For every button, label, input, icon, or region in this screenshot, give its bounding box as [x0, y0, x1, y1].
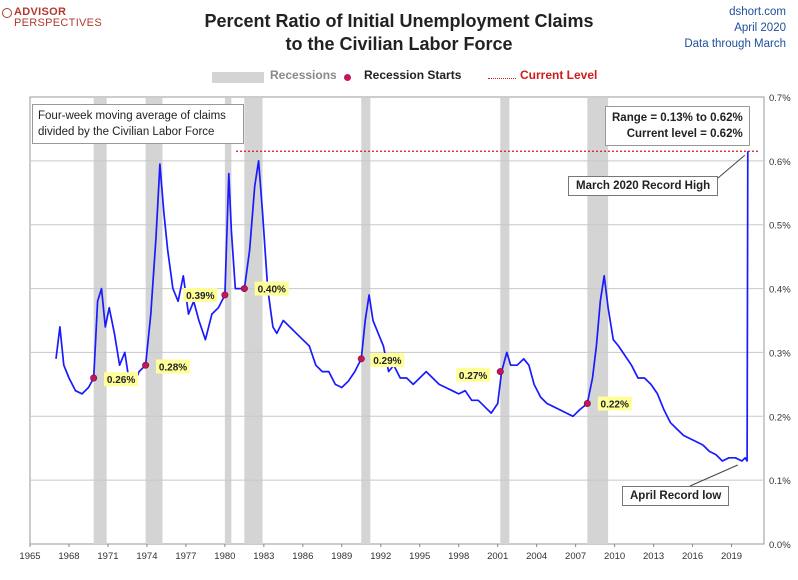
- y-tick-label-3: 0.3%: [769, 348, 791, 359]
- series-line-claims-ratio: [55, 151, 749, 462]
- source-site: dshort.com: [729, 6, 786, 18]
- recession-start-label-bg-0: [104, 372, 139, 387]
- recession-start-label-4: 0.29%: [373, 356, 401, 367]
- recession-start-label-bg-6: [597, 396, 632, 411]
- x-tick-label-14: 2007: [565, 551, 586, 562]
- x-tick-label-6: 1983: [253, 551, 274, 562]
- recession-start-label-bg-5: [456, 367, 491, 382]
- note-line-2: divided by the Civilian Labor Force: [38, 126, 215, 138]
- y-tick-label-4: 0.4%: [769, 285, 791, 296]
- x-tick-label-7: 1986: [292, 551, 313, 562]
- x-tick-label-8: 1989: [331, 551, 352, 562]
- recession-band-2: [224, 98, 232, 544]
- recession-start-label-1: 0.28%: [159, 362, 187, 373]
- plot-area: [29, 96, 765, 545]
- recession-start-marker-2: [221, 291, 229, 299]
- range-line-2: Current level = 0.62%: [626, 128, 743, 140]
- recession-start-label-5: 0.27%: [459, 371, 487, 382]
- y-tick-label-5: 0.5%: [769, 221, 791, 232]
- recession-band-6: [587, 98, 609, 544]
- x-tick-label-13: 2004: [526, 551, 547, 562]
- x-tick-label-18: 2019: [721, 551, 742, 562]
- legend-recession-swatch: [212, 72, 264, 83]
- x-tick-label-16: 2013: [643, 551, 664, 562]
- chart-title-line1: Percent Ratio of Initial Unemployment Cl…: [204, 11, 594, 31]
- range-line-1: Range = 0.13% to 0.62%: [612, 112, 743, 124]
- gridlines: [30, 160, 764, 481]
- y-tick-label-6: 0.6%: [769, 157, 791, 168]
- x-tick-label-12: 2001: [487, 551, 508, 562]
- recession-start-label-2: 0.39%: [186, 291, 214, 302]
- recession-start-label-6: 0.22%: [601, 400, 629, 411]
- x-tick-label-3: 1974: [136, 551, 157, 562]
- recession-start-marker-3: [240, 285, 248, 293]
- chart-note-box: Four-week moving average of claims divid…: [32, 104, 244, 144]
- x-tick-label-4: 1977: [175, 551, 196, 562]
- recession-start-label-0: 0.26%: [107, 375, 135, 386]
- logo-text-top: ADVISOR: [14, 6, 67, 18]
- record-high-arrow: [717, 154, 746, 179]
- recession-start-marker-4: [357, 355, 365, 363]
- y-tick-label-0: 0.0%: [769, 540, 791, 551]
- recession-start-label-3: 0.40%: [258, 285, 286, 296]
- range-box: Range = 0.13% to 0.62% Current level = 0…: [605, 106, 750, 146]
- record-low-arrow: [689, 464, 738, 487]
- recession-start-marker-6: [583, 400, 591, 408]
- recession-start-markers: 0.26% 0.28% 0.39% 0.40% 0.29% 0.27% 0.22%: [90, 281, 632, 411]
- x-tick-label-5: 1980: [214, 551, 235, 562]
- y-tick-label-7: 0.7%: [769, 93, 791, 104]
- recession-start-label-bg-2: [183, 287, 218, 302]
- advisor-perspectives-logo-icon: [2, 8, 12, 18]
- recession-start-label-bg-3: [254, 281, 289, 296]
- y-tick-label-1: 0.1%: [769, 476, 791, 487]
- legend-recession-start-marker: [344, 74, 351, 81]
- recession-start-label-bg-1: [156, 359, 191, 374]
- x-tick-label-0: 1965: [19, 551, 40, 562]
- x-tick-label-1: 1968: [58, 551, 79, 562]
- axis-ticks: 0.0% 0.1% 0.2% 0.3% 0.4% 0.5% 0.6% 0.7% 1965 1968…: [19, 93, 791, 562]
- recession-band-5: [500, 98, 510, 544]
- recession-start-marker-0: [90, 374, 98, 382]
- x-tick-label-11: 1998: [448, 551, 469, 562]
- x-tick-label-2: 1971: [97, 551, 118, 562]
- legend-recession-starts-label: Recession Starts: [364, 68, 462, 82]
- source-data-note: Data through March: [684, 38, 786, 50]
- recession-band-0: [93, 98, 107, 544]
- recession-start-marker-5: [496, 368, 504, 376]
- note-line-1: Four-week moving average of claims: [38, 110, 226, 122]
- source-date: April 2020: [734, 22, 786, 34]
- recession-start-label-bg-4: [370, 353, 405, 368]
- record-low-callout: April Record low: [622, 486, 730, 506]
- callout-arrows: [689, 154, 746, 487]
- x-tick-label-17: 2016: [682, 551, 703, 562]
- y-tick-label-2: 0.2%: [769, 412, 791, 423]
- legend-current-level-line: [488, 78, 516, 79]
- recession-start-marker-1: [142, 361, 150, 369]
- x-tick-label-15: 2010: [604, 551, 625, 562]
- record-high-callout: March 2020 Record High: [568, 176, 719, 196]
- x-tick-label-10: 1995: [409, 551, 430, 562]
- x-tick-label-9: 1992: [370, 551, 391, 562]
- legend-current-level-label: Current Level: [520, 68, 598, 82]
- recession-band-3: [244, 98, 263, 544]
- chart-title-line2: to the Civilian Labor Force: [285, 34, 513, 54]
- logo-text-bottom: PERSPECTIVES: [14, 17, 102, 29]
- legend-recessions-label: Recessions: [270, 68, 337, 82]
